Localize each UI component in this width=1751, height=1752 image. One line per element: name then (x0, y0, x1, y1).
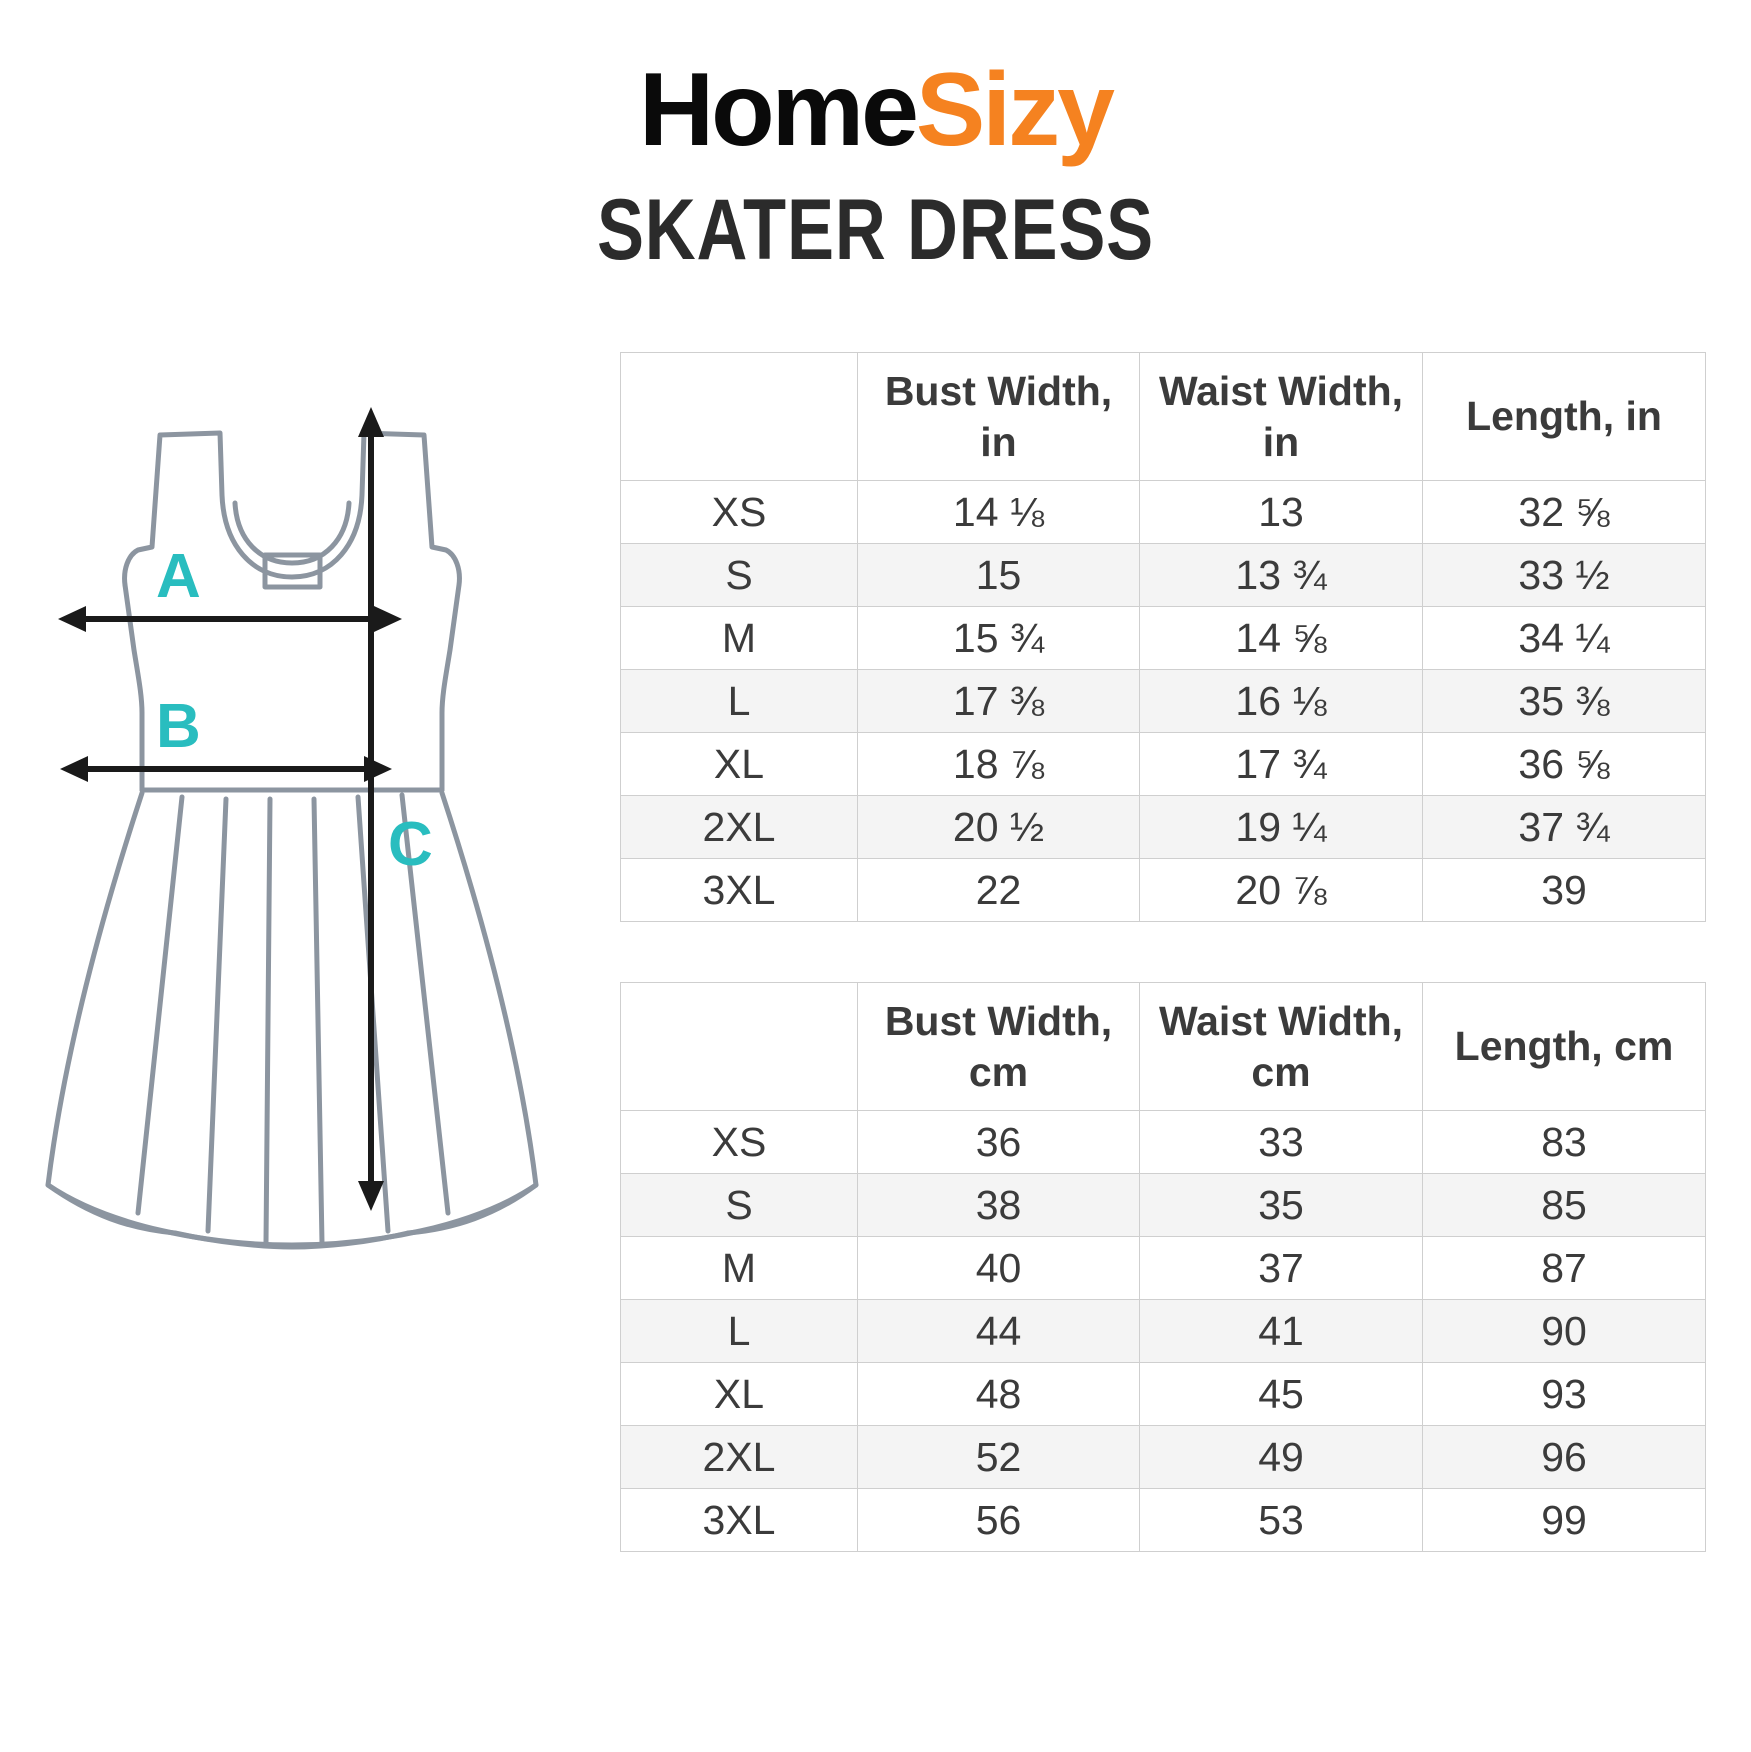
label-a: A (156, 542, 201, 611)
cell-length: 87 (1422, 1236, 1706, 1300)
cell-waist: 35 (1139, 1173, 1423, 1237)
cell-length: 96 (1422, 1425, 1706, 1489)
cell-bust: 52 (857, 1425, 1140, 1489)
page-title: SKATER DRESS (596, 182, 1155, 279)
cell-size: XS (620, 480, 858, 544)
size-table-inches: Bust Width, in Waist Width, in Length, i… (620, 352, 1706, 922)
cell-waist: 13 (1139, 480, 1423, 544)
cell-size: 2XL (620, 795, 858, 859)
cell-bust: 36 (857, 1110, 1140, 1174)
cell-size: L (620, 669, 858, 733)
cell-length: 36 ⅝ (1422, 732, 1706, 796)
table-row: L 44 41 90 (620, 1299, 1706, 1363)
col-header-waist-cm: Waist Width, cm (1139, 982, 1423, 1111)
table-row: XS 14 ⅛ 13 32 ⅝ (620, 480, 1706, 544)
table-row: M 40 37 87 (620, 1236, 1706, 1300)
cell-waist: 49 (1139, 1425, 1423, 1489)
table-row: 3XL 22 20 ⅞ 39 (620, 858, 1706, 922)
cell-waist: 13 ¾ (1139, 543, 1423, 607)
col-header-bust-in: Bust Width, in (857, 352, 1140, 481)
cell-waist: 16 ⅛ (1139, 669, 1423, 733)
cell-length: 35 ⅜ (1422, 669, 1706, 733)
table-header-row: Bust Width, in Waist Width, in Length, i… (620, 352, 1706, 481)
cell-bust: 40 (857, 1236, 1140, 1300)
brand-logo-home: Home (638, 52, 919, 168)
cell-size: M (620, 606, 858, 670)
cell-length: 39 (1422, 858, 1706, 922)
cell-bust: 15 (857, 543, 1140, 607)
cell-waist: 17 ¾ (1139, 732, 1423, 796)
cell-bust: 14 ⅛ (857, 480, 1140, 544)
cell-waist: 33 (1139, 1110, 1423, 1174)
table-row: 2XL 52 49 96 (620, 1425, 1706, 1489)
cell-bust: 17 ⅜ (857, 669, 1140, 733)
cell-bust: 18 ⅞ (857, 732, 1140, 796)
measurement-arrows (58, 407, 402, 1211)
cell-length: 32 ⅝ (1422, 480, 1706, 544)
cell-waist: 45 (1139, 1362, 1423, 1426)
page-header: HomeSizy SKATER DRESS (0, 0, 1751, 273)
brand-logo: HomeSizy (0, 55, 1751, 165)
cell-size: XL (620, 1362, 858, 1426)
table-row: 2XL 20 ½ 19 ¼ 37 ¾ (620, 795, 1706, 859)
cell-size: M (620, 1236, 858, 1300)
label-b: B (156, 692, 201, 761)
dress-diagram: A B C (30, 395, 550, 1325)
table-row: XL 48 45 93 (620, 1362, 1706, 1426)
cell-size: 3XL (620, 858, 858, 922)
cell-length: 90 (1422, 1299, 1706, 1363)
col-header-length-in: Length, in (1422, 352, 1706, 481)
length-measure-arrow-c (358, 407, 384, 1211)
cell-bust: 56 (857, 1488, 1140, 1552)
col-header-bust-cm: Bust Width, cm (857, 982, 1140, 1111)
cell-size: 3XL (620, 1488, 858, 1552)
cell-waist: 19 ¼ (1139, 795, 1423, 859)
table-row: L 17 ⅜ 16 ⅛ 35 ⅜ (620, 669, 1706, 733)
bust-measure-arrow-a (58, 606, 402, 632)
table-row: M 15 ¾ 14 ⅝ 34 ¼ (620, 606, 1706, 670)
cell-waist: 41 (1139, 1299, 1423, 1363)
cell-bust: 48 (857, 1362, 1140, 1426)
size-tables: Bust Width, in Waist Width, in Length, i… (620, 352, 1706, 1552)
cell-waist: 37 (1139, 1236, 1423, 1300)
table-row: S 38 35 85 (620, 1173, 1706, 1237)
col-header-waist-in: Waist Width, in (1139, 352, 1423, 481)
cell-size: S (620, 1173, 858, 1237)
cell-size: XS (620, 1110, 858, 1174)
cell-length: 37 ¾ (1422, 795, 1706, 859)
cell-length: 99 (1422, 1488, 1706, 1552)
table-row: XL 18 ⅞ 17 ¾ 36 ⅝ (620, 732, 1706, 796)
cell-bust: 15 ¾ (857, 606, 1140, 670)
table-row: XS 36 33 83 (620, 1110, 1706, 1174)
cell-waist: 20 ⅞ (1139, 858, 1423, 922)
cell-bust: 22 (857, 858, 1140, 922)
cell-size: L (620, 1299, 858, 1363)
cell-bust: 44 (857, 1299, 1140, 1363)
cell-size: XL (620, 732, 858, 796)
cell-waist: 53 (1139, 1488, 1423, 1552)
cell-waist: 14 ⅝ (1139, 606, 1423, 670)
col-header-length-cm: Length, cm (1422, 982, 1706, 1111)
brand-logo-sizy: Sizy (915, 52, 1115, 168)
waist-measure-arrow-b (60, 756, 392, 782)
cell-length: 33 ½ (1422, 543, 1706, 607)
col-header-size-cm (620, 982, 858, 1111)
cell-length: 93 (1422, 1362, 1706, 1426)
cell-length: 85 (1422, 1173, 1706, 1237)
cell-bust: 38 (857, 1173, 1140, 1237)
label-c: C (388, 810, 433, 879)
main-content: A B C Bust Width, in Waist Width, in Len… (0, 340, 1751, 1752)
cell-length: 34 ¼ (1422, 606, 1706, 670)
cell-size: S (620, 543, 858, 607)
table-header-row: Bust Width, cm Waist Width, cm Length, c… (620, 982, 1706, 1111)
dress-outline-shape (45, 430, 539, 1250)
table-row: S 15 13 ¾ 33 ½ (620, 543, 1706, 607)
cell-length: 83 (1422, 1110, 1706, 1174)
cell-bust: 20 ½ (857, 795, 1140, 859)
cell-size: 2XL (620, 1425, 858, 1489)
table-row: 3XL 56 53 99 (620, 1488, 1706, 1552)
col-header-size-in (620, 352, 858, 481)
size-table-centimeters: Bust Width, cm Waist Width, cm Length, c… (620, 982, 1706, 1552)
